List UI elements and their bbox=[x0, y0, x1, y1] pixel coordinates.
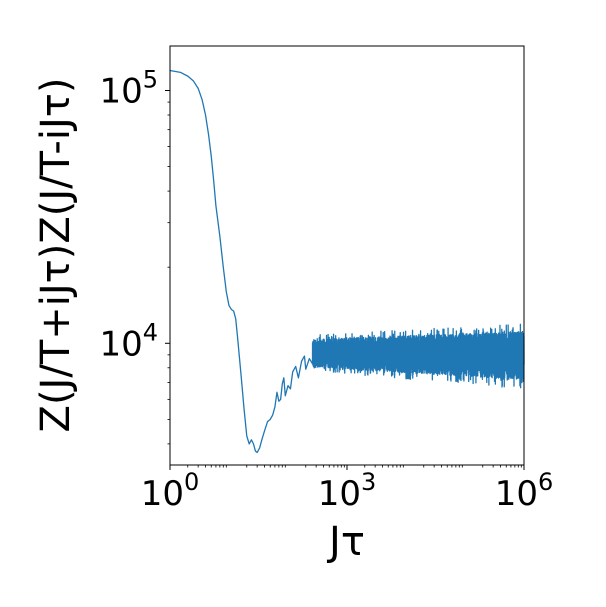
x-tick-label: 100 bbox=[141, 468, 200, 514]
y-axis-label: Z(J/T+iJτ)Z(J/T-iJτ) bbox=[33, 78, 79, 433]
x-tick-label: 103 bbox=[318, 468, 377, 514]
plot-background bbox=[170, 46, 524, 465]
plot-lines bbox=[169, 69, 525, 454]
x-axis-ticks: 100 103 106 bbox=[141, 465, 554, 514]
x-tick-label: 106 bbox=[495, 468, 554, 514]
y-axis-ticks: 104 105 bbox=[99, 66, 170, 445]
series-line bbox=[169, 69, 525, 454]
y-tick-label: 104 bbox=[99, 318, 158, 364]
x-axis-label: Jτ bbox=[326, 519, 365, 565]
y-tick-label: 105 bbox=[99, 66, 158, 112]
